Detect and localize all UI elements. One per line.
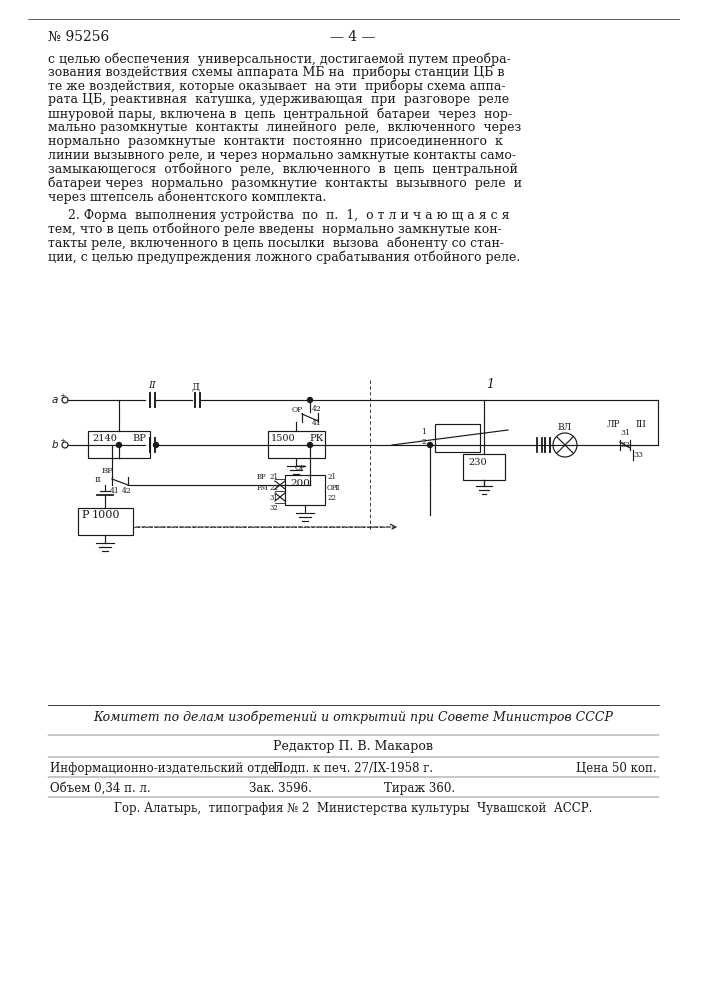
Text: Комитет по делам изобретений и открытий при Совете Министров СССР: Комитет по делам изобретений и открытий … [93, 710, 613, 724]
Text: 2: 2 [421, 438, 426, 446]
Text: 230: 230 [468, 458, 486, 467]
Text: линии вызывного реле, и через нормально замкнутые контакты само-: линии вызывного реле, и через нормально … [48, 149, 516, 162]
Text: замыкающегося  отбойного  реле,  включенного  в  цепь  центральной: замыкающегося отбойного реле, включенног… [48, 162, 518, 176]
Text: 41: 41 [110, 487, 119, 495]
Text: № 95256: № 95256 [48, 30, 110, 44]
Text: III: III [635, 420, 646, 429]
Text: ции, с целью предупреждения ложного срабатывания отбойного реле.: ции, с целью предупреждения ложного сраб… [48, 250, 520, 264]
Text: 22: 22 [327, 494, 336, 502]
Text: ВР: ВР [257, 473, 267, 481]
Text: 2140: 2140 [92, 434, 117, 443]
Text: 21: 21 [327, 473, 336, 481]
Text: нормально  разомкнутые  контакти  постоянно  присоединенного  к: нормально разомкнутые контакти постоянно… [48, 135, 503, 148]
Text: через штепсель абонентского комплекта.: через штепсель абонентского комплекта. [48, 190, 327, 204]
Circle shape [308, 397, 312, 402]
Text: Информационно-издательский отдел.: Информационно-издательский отдел. [50, 762, 286, 775]
Text: Тираж 360.: Тираж 360. [385, 782, 455, 795]
Text: РК: РК [309, 434, 323, 443]
Text: 41: 41 [312, 419, 322, 427]
Text: 1000: 1000 [92, 510, 120, 520]
Text: 200: 200 [290, 479, 310, 488]
Text: 31: 31 [270, 494, 279, 502]
Text: мально разомкнутые  контакты  линейного  реле,  включенного  через: мально разомкнутые контакты линейного ре… [48, 121, 521, 134]
Text: шнуровой пары, включена в  цепь  центральной  батареи  через  нор-: шнуровой пары, включена в цепь центральн… [48, 107, 512, 121]
Text: ОР: ОР [295, 464, 306, 472]
Text: Объем 0,34 п. л.: Объем 0,34 п. л. [50, 782, 151, 795]
Text: ОР: ОР [292, 406, 303, 414]
Text: II: II [148, 381, 156, 390]
Bar [268, 431, 325, 458]
Text: Д: Д [192, 383, 200, 392]
Bar [435, 424, 480, 452]
Text: Р: Р [81, 510, 88, 520]
Text: ВР: ВР [132, 434, 146, 443]
Text: 31: 31 [620, 429, 630, 437]
Text: рата ЦБ, реактивная  катушка, удерживающая  при  разговоре  реле: рата ЦБ, реактивная катушка, удерживающа… [48, 93, 509, 106]
Bar [285, 475, 325, 505]
Text: ЛР: ЛР [607, 420, 621, 429]
Text: тем, что в цепь отбойного реле введены  нормально замкнутые кон-: тем, что в цепь отбойного реле введены н… [48, 223, 502, 236]
Text: с целью обеспечения  универсальности, достигаемой путем преобра-: с целью обеспечения универсальности, дос… [48, 52, 510, 66]
Text: $b^+$: $b^+$ [51, 437, 67, 451]
Text: ВР: ВР [102, 467, 114, 475]
Text: зования воздействия схемы аппарата МБ на  приборы станции ЦБ в: зования воздействия схемы аппарата МБ на… [48, 66, 505, 79]
Text: батареи через  нормально  разомкнутие  контакты  вызывного  реле  и: батареи через нормально разомкнутие конт… [48, 176, 522, 190]
Text: Цена 50 коп.: Цена 50 коп. [576, 762, 657, 775]
Text: ВЛ: ВЛ [557, 423, 571, 432]
Text: Гор. Алатырь,  типография № 2  Министерства культуры  Чувашской  АССР.: Гор. Алатырь, типография № 2 Министерств… [114, 802, 592, 815]
Circle shape [117, 442, 122, 448]
Text: 22: 22 [270, 484, 279, 492]
Circle shape [308, 442, 312, 448]
Text: 21: 21 [270, 473, 279, 481]
Text: Подп. к печ. 27/IX-1958 г.: Подп. к печ. 27/IX-1958 г. [273, 762, 433, 775]
Text: II: II [335, 484, 341, 492]
Text: те же воздействия, которые оказывает  на эти  приборы схема аппа-: те же воздействия, которые оказывает на … [48, 80, 506, 93]
Text: РМ: РМ [257, 484, 269, 492]
Text: Зак. 3596.: Зак. 3596. [249, 782, 312, 795]
Text: 32: 32 [270, 504, 279, 512]
Text: — 4 —: — 4 — [330, 30, 375, 44]
Text: 32: 32 [620, 441, 630, 449]
Bar [88, 431, 150, 458]
Bar [78, 508, 133, 535]
Text: 1: 1 [421, 428, 426, 436]
Text: Редактор П. В. Макаров: Редактор П. В. Макаров [273, 740, 433, 753]
Text: такты реле, включенного в цепь посылки  вызова  абоненту со стан-: такты реле, включенного в цепь посылки в… [48, 236, 504, 250]
Bar [463, 454, 505, 480]
Circle shape [153, 442, 158, 448]
Text: ОР: ОР [327, 484, 337, 492]
Text: II: II [95, 476, 102, 484]
Text: $a^+$: $a^+$ [51, 392, 66, 406]
Text: 33: 33 [633, 451, 643, 459]
Text: 2. Форма  выполнения устройства  по  п.  1,  о т л и ч а ю щ а я с я: 2. Форма выполнения устройства по п. 1, … [48, 209, 510, 222]
Circle shape [428, 442, 433, 448]
Text: 42: 42 [122, 487, 132, 495]
Text: 1500: 1500 [271, 434, 296, 443]
Text: 1: 1 [486, 378, 494, 391]
Text: 42: 42 [312, 405, 322, 413]
